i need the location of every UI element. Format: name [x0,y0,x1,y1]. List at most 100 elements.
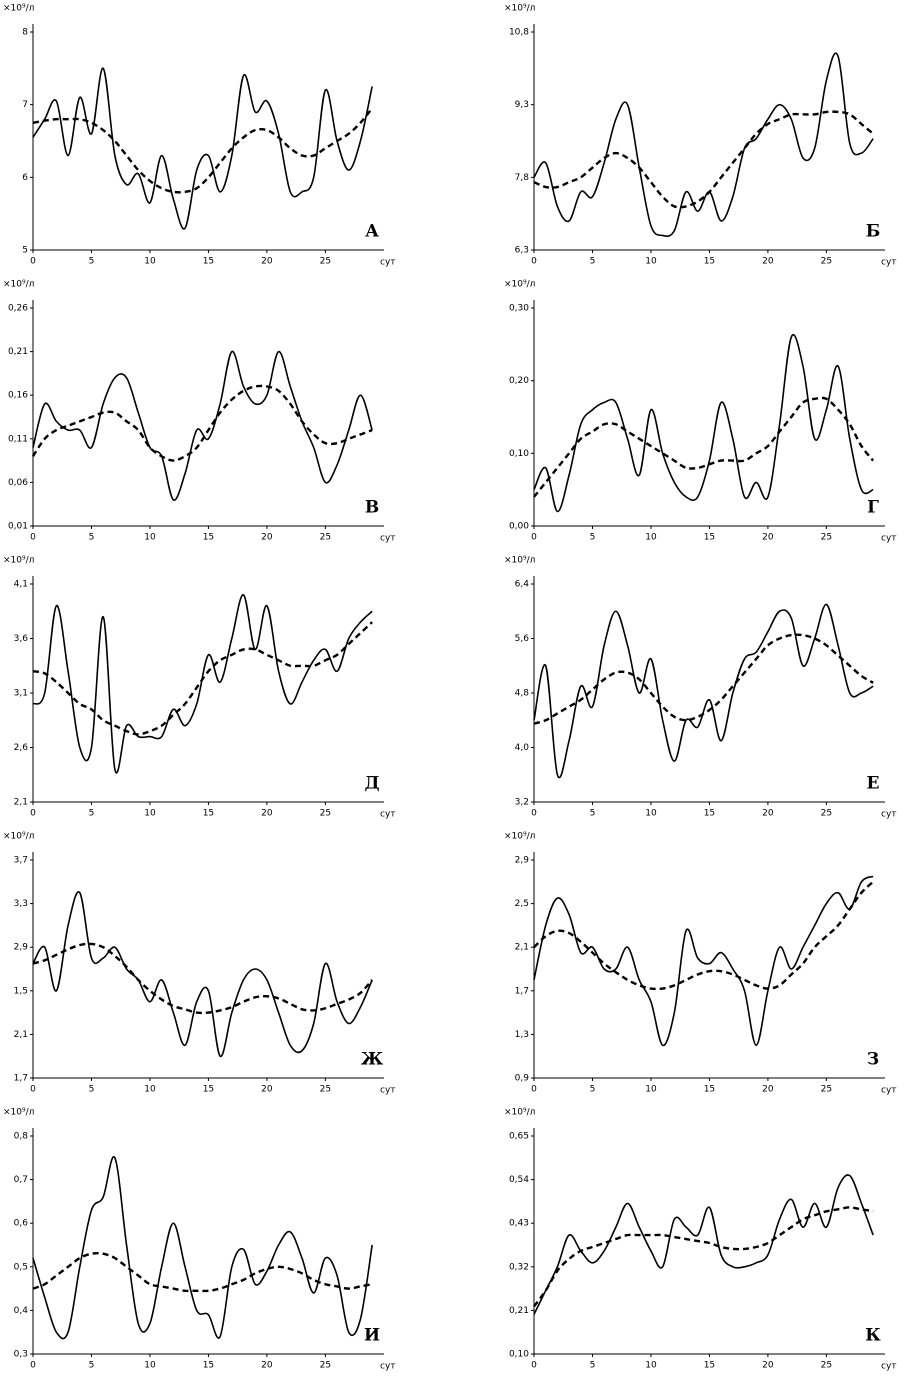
x-tick-label: 10 [144,1085,156,1095]
y-tick-label: 2,1 [515,943,529,953]
x-tick-label: 15 [704,1361,715,1371]
y-tick-label: 0,01 [8,522,28,532]
x-axis-label: сут [380,1362,396,1372]
y-tick-label: 10,8 [509,28,529,38]
x-tick-label: 0 [531,257,537,267]
x-tick-label: 25 [821,257,832,267]
y-tick-label: 0,26 [8,304,28,314]
x-tick-label: 5 [89,1085,95,1095]
y-unit-label: ×10⁹/л [504,556,535,566]
x-tick-label: 15 [203,809,214,819]
y-tick-label: 0,00 [509,522,529,532]
x-tick-label: 5 [89,257,95,267]
panel-letter: И [364,1326,380,1346]
x-tick-label: 20 [261,1085,273,1095]
x-tick-label: 5 [89,809,95,819]
x-tick-label: 20 [762,533,774,543]
x-tick-label: 20 [762,1361,774,1371]
series-line [533,334,874,513]
x-tick-label: 25 [821,809,832,819]
panel-letter: Ж [361,1050,384,1070]
x-tick-label: 15 [203,1085,214,1095]
panel-letter: Б [866,222,881,242]
series-line [32,350,373,501]
y-tick-label: 0,10 [509,1350,529,1360]
x-tick-label: 0 [30,809,36,819]
x-tick-label: 20 [261,533,273,543]
panel-letter: З [867,1050,879,1070]
y-tick-label: 1,7 [515,986,529,996]
x-tick-label: 20 [762,257,774,267]
y-unit-label: ×10⁹/л [3,556,34,566]
x-tick-label: 10 [645,533,657,543]
panel-letter: К [865,1326,881,1346]
x-axis-label: сут [881,1362,897,1372]
y-tick-label: 0,6 [14,1219,29,1229]
x-tick-label: 10 [144,1361,156,1371]
y-tick-label: 0,43 [509,1219,529,1229]
x-axis-label: сут [881,258,897,268]
panel-letter: Г [867,498,879,518]
series-line [533,52,874,238]
series-line [32,594,373,774]
series-line [32,1156,373,1340]
x-tick-label: 25 [320,1361,331,1371]
x-axis-label: сут [881,534,897,544]
y-tick-label: 0,65 [509,1132,529,1142]
y-unit-label: ×10⁹/л [3,1108,34,1118]
y-tick-label: 5 [22,246,28,256]
series-line [533,1174,874,1315]
y-unit-label: ×10⁹/л [504,280,535,290]
x-tick-label: 10 [144,533,156,543]
x-tick-label: 0 [30,257,36,267]
x-tick-label: 5 [590,1085,596,1095]
y-tick-label: 9,3 [515,100,529,110]
series-line [32,1251,373,1293]
y-tick-label: 3,1 [14,689,28,699]
x-tick-label: 5 [89,1361,95,1371]
x-axis-label: сут [380,810,396,820]
x-tick-label: 25 [320,533,331,543]
y-tick-label: 0,7 [14,1175,28,1185]
y-tick-label: 0,5 [14,1262,28,1272]
y-tick-label: 0,4 [14,1306,29,1316]
y-tick-label: 2,6 [14,743,29,753]
x-tick-label: 25 [320,257,331,267]
x-tick-label: 15 [203,1361,214,1371]
y-tick-label: 6,4 [515,580,530,590]
x-tick-label: 10 [144,257,156,267]
y-tick-label: 4,8 [515,689,530,699]
y-tick-label: 3,7 [14,856,28,866]
series-line [533,875,874,1047]
y-tick-label: 1,7 [14,1074,28,1084]
y-tick-label: 2,1 [14,1030,28,1040]
y-tick-label: 3,3 [14,899,28,909]
series-line [32,621,373,736]
x-tick-label: 0 [531,809,537,819]
x-axis-label: сут [380,534,396,544]
y-tick-label: 6,3 [515,246,529,256]
series-line [32,942,374,1015]
y-tick-label: 2,5 [515,899,529,909]
series-line [533,633,874,725]
panel-letter: Д [364,774,379,794]
series-line [533,396,875,498]
y-unit-label: ×10⁹/л [3,832,34,842]
x-tick-label: 5 [89,533,95,543]
y-tick-label: 8 [22,28,28,38]
x-tick-label: 10 [645,1085,657,1095]
series-line [32,107,374,194]
series-line [31,384,373,462]
y-tick-label: 6 [22,173,28,183]
x-tick-label: 20 [261,257,273,267]
x-tick-label: 0 [30,1085,36,1095]
y-tick-label: 0,10 [509,449,529,459]
y-unit-label: ×10⁹/л [504,1108,535,1118]
y-tick-label: 2,9 [14,943,29,953]
y-tick-label: 0,3 [14,1350,28,1360]
y-tick-label: 1,5 [14,986,28,996]
series-line [533,110,874,209]
y-unit-label: ×10⁹/л [3,4,34,14]
y-tick-label: 0,30 [509,304,529,314]
